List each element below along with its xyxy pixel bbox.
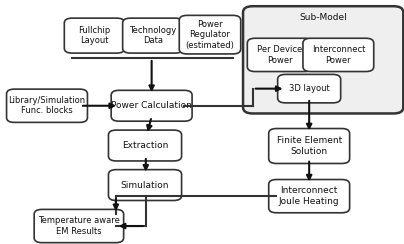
Text: Power
Regulator
(estimated): Power Regulator (estimated) <box>185 20 234 50</box>
FancyBboxPatch shape <box>108 170 181 201</box>
Text: Sub-Model: Sub-Model <box>299 13 347 22</box>
FancyBboxPatch shape <box>278 74 341 103</box>
FancyBboxPatch shape <box>303 38 374 71</box>
FancyBboxPatch shape <box>108 130 181 161</box>
Text: Interconnect
Power: Interconnect Power <box>311 45 365 65</box>
FancyBboxPatch shape <box>64 18 124 53</box>
FancyBboxPatch shape <box>111 90 192 121</box>
FancyBboxPatch shape <box>269 180 349 213</box>
FancyBboxPatch shape <box>179 15 241 54</box>
FancyBboxPatch shape <box>6 89 87 122</box>
FancyBboxPatch shape <box>269 129 349 163</box>
FancyBboxPatch shape <box>243 6 403 113</box>
Text: Interconnect
Joule Heating: Interconnect Joule Heating <box>279 186 339 206</box>
Text: Power Calculation: Power Calculation <box>111 101 192 110</box>
Text: Library/Simulation
Func. blocks: Library/Simulation Func. blocks <box>8 96 86 115</box>
FancyBboxPatch shape <box>247 38 313 71</box>
Text: Extraction: Extraction <box>122 141 168 150</box>
Text: Technology
Data: Technology Data <box>129 26 177 45</box>
Text: Fullchip
Layout: Fullchip Layout <box>78 26 111 45</box>
Text: Per Device
Power: Per Device Power <box>257 45 303 65</box>
Text: Simulation: Simulation <box>121 181 169 190</box>
FancyBboxPatch shape <box>34 209 124 243</box>
FancyBboxPatch shape <box>123 18 183 53</box>
Text: Temperature aware
EM Results: Temperature aware EM Results <box>38 216 120 236</box>
Text: 3D layout: 3D layout <box>289 84 330 93</box>
Text: Finite Element
Solution: Finite Element Solution <box>277 136 342 156</box>
